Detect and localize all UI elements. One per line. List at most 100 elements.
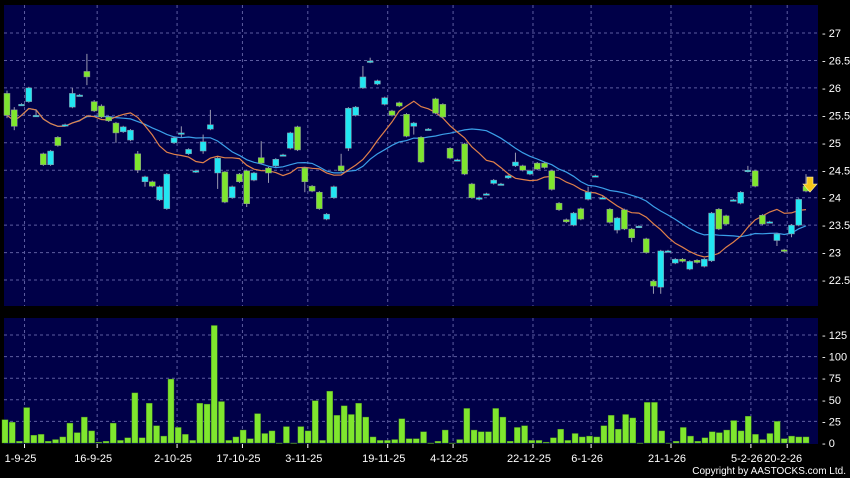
- candle-body: [664, 250, 672, 253]
- candle-body: [352, 106, 359, 116]
- candle: [149, 180, 156, 188]
- volume-bar: [745, 416, 752, 444]
- volume-tick-label: - 75: [822, 373, 841, 385]
- candle-body: [395, 102, 403, 107]
- candle-body: [156, 186, 163, 201]
- candle: [119, 125, 127, 133]
- candle-body: [686, 261, 694, 270]
- volume-bar: [586, 435, 593, 444]
- candle-body: [316, 191, 323, 209]
- candle-body: [766, 221, 773, 224]
- price-tick-label: - 27: [822, 28, 841, 40]
- candle-body: [76, 94, 83, 97]
- candle-body: [345, 107, 352, 149]
- volume-panel: [4, 318, 818, 444]
- candle: [199, 134, 207, 154]
- candle-body: [780, 249, 788, 252]
- candle-body: [526, 170, 534, 175]
- candle: [686, 260, 694, 271]
- candle-body: [475, 197, 483, 200]
- date-tick-label: 19-11-25: [362, 453, 405, 465]
- candle: [294, 125, 301, 152]
- candle: [185, 148, 192, 155]
- candle-body: [83, 71, 91, 78]
- candle-body: [228, 186, 236, 198]
- volume-bar: [37, 434, 45, 444]
- volume-bar: [283, 426, 290, 444]
- candle: [773, 232, 781, 247]
- volume-bar: [16, 441, 23, 444]
- candle: [621, 208, 628, 231]
- volume-bar: [708, 431, 716, 444]
- candle-body: [693, 260, 701, 263]
- candle: [359, 65, 367, 89]
- candle-body: [432, 98, 439, 114]
- candle: [475, 196, 483, 201]
- date-tick-label: 2-10-25: [154, 453, 192, 465]
- candle-body: [127, 129, 134, 141]
- candle: [693, 259, 701, 264]
- candle: [3, 90, 11, 119]
- candle-body: [563, 219, 570, 223]
- candle: [563, 218, 570, 223]
- candle-body: [592, 175, 599, 178]
- volume-bar: [773, 421, 781, 444]
- moving-averages: [6, 100, 807, 258]
- candle: [613, 216, 621, 234]
- candle-body: [751, 170, 759, 187]
- volume-bar: [377, 440, 384, 444]
- volume-bar: [290, 442, 297, 444]
- candle: [228, 185, 236, 199]
- price-tick-label: - 24: [822, 193, 841, 205]
- volume-bar: [723, 429, 730, 444]
- candle: [570, 211, 577, 227]
- candle-body: [497, 183, 505, 186]
- candle-body: [417, 137, 425, 163]
- volume-bar: [1, 419, 9, 444]
- volume-bar: [593, 436, 600, 444]
- candle-body: [483, 193, 490, 196]
- candle: [672, 258, 679, 265]
- candle-body: [40, 153, 47, 166]
- volume-bar: [225, 440, 232, 444]
- volume-bar: [333, 415, 341, 444]
- volume-bar: [420, 431, 427, 444]
- candle-body: [701, 258, 708, 267]
- volume-bar: [564, 440, 572, 444]
- volume-bar: [117, 440, 124, 444]
- candle: [141, 175, 149, 187]
- volume-bar: [579, 436, 586, 444]
- candle: [47, 149, 54, 166]
- candle: [432, 97, 439, 115]
- candle-body: [330, 186, 338, 198]
- volume-bar: [701, 437, 709, 444]
- volume-bar: [644, 402, 651, 444]
- candle-body: [374, 80, 381, 85]
- volume-bar: [167, 378, 175, 444]
- candle-body: [279, 154, 287, 157]
- candle-body: [425, 128, 432, 131]
- volume-bar: [196, 403, 204, 444]
- volume-tick-label: - 0: [822, 438, 835, 450]
- candle: [512, 152, 519, 167]
- candle: [454, 158, 461, 162]
- candle: [744, 165, 752, 173]
- candle: [599, 196, 606, 200]
- candle: [156, 185, 163, 201]
- volume-bar: [456, 439, 463, 444]
- candle: [337, 153, 345, 172]
- candle: [715, 208, 723, 231]
- ma-20-line: [6, 107, 807, 238]
- candle-body: [105, 116, 112, 122]
- volume-bar: [694, 441, 701, 444]
- volume-bar: [398, 418, 406, 444]
- volume-bar: [716, 432, 723, 444]
- candle: [250, 171, 258, 182]
- volume-bar: [535, 440, 543, 444]
- volume-bar: [254, 413, 261, 444]
- volume-bar: [319, 440, 326, 444]
- volume-bar: [665, 442, 673, 444]
- candle: [105, 115, 112, 122]
- volume-bar: [355, 403, 362, 444]
- volume-bar: [268, 430, 276, 444]
